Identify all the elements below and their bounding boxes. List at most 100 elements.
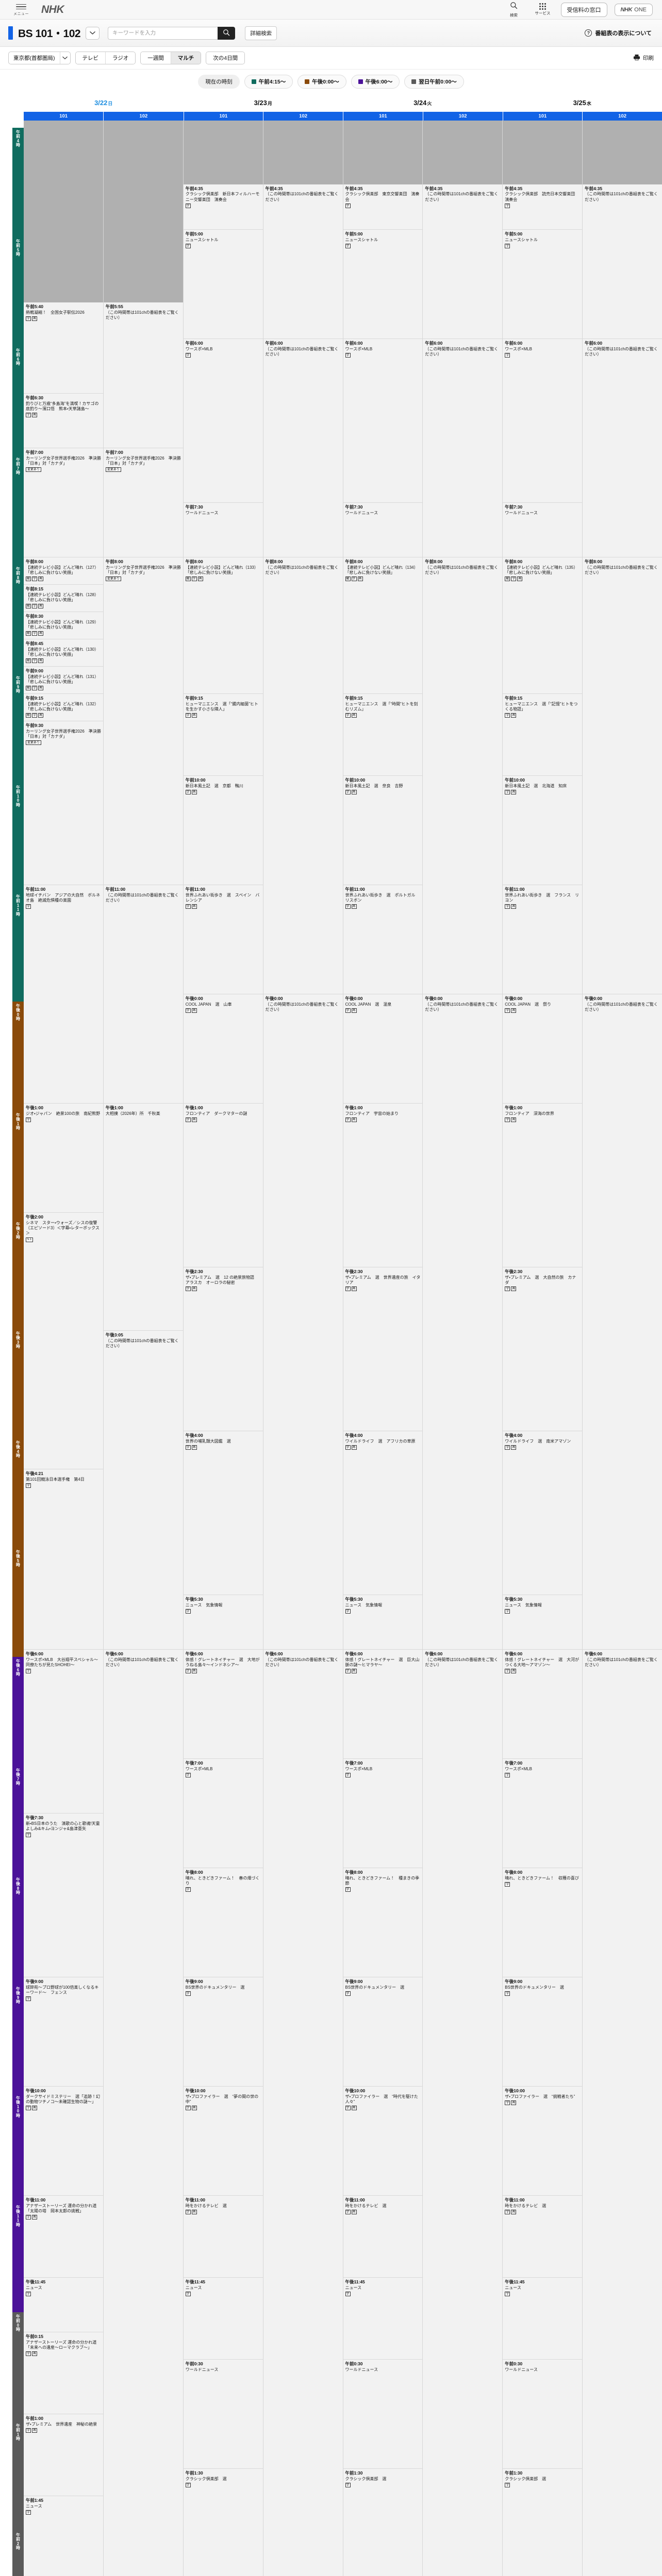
time-jump-2[interactable]: 午後0:00〜 <box>297 75 346 89</box>
program-cell[interactable]: 午前1:30 クラシック倶楽部 選字 <box>183 2469 263 2576</box>
program-cell[interactable]: 午前8:45 【連続テレビ小説】どんど晴れ（130）「悲しみに負けない笑顔」解字再 <box>24 639 103 667</box>
program-cell[interactable]: 午後6:00 体感！グレートネイチャー 選 大地がうねる島々〜インドネシア〜字再 <box>183 1650 263 1759</box>
menu-button[interactable]: メニュー <box>9 3 33 17</box>
program-guide-help-link[interactable]: ? 番組表の表示について <box>585 29 652 37</box>
date-header-2[interactable]: 3/24火 <box>343 95 503 112</box>
channel-header-101[interactable]: 101 <box>183 112 263 121</box>
program-cell[interactable]: 午後9:00 BS世界のドキュメンタリー 選字 <box>183 1977 263 2087</box>
program-cell[interactable]: 午後2:30 ザ・プレミアム 選 12 の絶景旅物語 アラスカ オーロラの秘密字再 <box>183 1267 263 1431</box>
program-cell[interactable]: 午後9:00 球辞苑〜プロ野球が100倍楽しくなるキーワード〜 フェンス字 <box>24 1977 103 2087</box>
program-cell[interactable]: 午後0:00 （この時間帯は101chの番組表をご覧ください） <box>263 994 343 1650</box>
program-cell[interactable]: 午前8:00 【連続テレビ小説】どんど晴れ（134）「悲しみに負けない笑顔」解字再 <box>343 557 423 694</box>
program-cell[interactable]: 午後2:30 ザ・プレミアム 選 世界遺産の旅 イタリア字再 <box>343 1267 423 1431</box>
program-cell[interactable]: 午前6:00 （この時間帯は101chの番組表をご覧ください） <box>423 339 503 557</box>
program-cell[interactable]: 午後4:00 世界の哺乳類大図鑑 選字再 <box>183 1431 263 1595</box>
program-cell[interactable]: 午前6:00 ワースポ×MLB 字 <box>503 339 583 503</box>
program-cell[interactable]: 午後5:30 ニュース 気象情報字 <box>183 1595 263 1650</box>
channel-header-102[interactable]: 102 <box>422 112 503 121</box>
program-cell[interactable]: 午前8:00 【連続テレビ小説】どんど晴れ（127）「悲しみに負けない笑顔」解字再 <box>24 557 103 585</box>
program-cell[interactable]: 午前8:30 【連続テレビ小説】どんど晴れ（129）「悲しみに負けない笑顔」解字再 <box>24 612 103 639</box>
program-cell[interactable]: 午前10:00 新日本風土記 選 京都 鴨川字再 <box>183 776 263 885</box>
nhk-one-button[interactable]: NHK ONE <box>614 3 653 16</box>
program-cell[interactable]: 午前8:00 （この時間帯は101chの番組表をご覧ください） <box>263 557 343 994</box>
program-cell[interactable]: 午後8:00 晴れ、ときどきファーム！ 春の畑づくり字 <box>183 1868 263 1977</box>
media-option-tv[interactable]: テレビ <box>75 52 106 64</box>
program-cell[interactable]: 午後6:00 体感！グレートネイチャー 選 巨大山脈の謎〜ヒマラヤ〜字再 <box>343 1650 423 1759</box>
program-cell[interactable]: 午前11:00 地球イチバン アジアの大自然 ボルネオ島 絶滅危惧種の楽園字 <box>24 885 103 1104</box>
program-cell[interactable]: 午前6:00 （この時間帯は101chの番組表をご覧ください） <box>263 339 343 557</box>
program-cell[interactable]: 午後7:30 新・BS日本のうた 演歌の心と歌魂!天童よしみ&キム・ヨンジャ&島津… <box>24 1814 103 1977</box>
program-cell[interactable]: 午後11:00 アナザーストーリーズ 運命の分かれ道「太陽の塔 岡本太郎の挑戦」字… <box>24 2196 103 2278</box>
program-cell[interactable]: 午後6:00 （この時間帯は101chの番組表をご覧ください） <box>583 1650 662 2576</box>
program-cell[interactable]: 午後7:00 ワースポ×MLB 字 <box>343 1759 423 1868</box>
print-button[interactable]: 印刷 <box>633 54 654 62</box>
date-header-3[interactable]: 3/25水 <box>503 95 662 112</box>
range-option-week[interactable]: 一週間 <box>141 52 171 64</box>
program-cell[interactable]: 午前8:00 【連続テレビ小説】どんど晴れ（133）「悲しみに負けない笑顔」解字再 <box>183 557 263 694</box>
program-cell[interactable]: 午前8:15 【連続テレビ小説】どんど晴れ（128）「悲しみに負けない笑顔」解字再 <box>24 585 103 612</box>
program-cell[interactable]: 午後6:00 （この時間帯は101chの番組表をご覧ください） <box>103 1650 183 2576</box>
program-cell[interactable]: 午後11:00 時をかけるテレビ 選字再 <box>183 2196 263 2278</box>
program-cell[interactable]: 午前5:00 ニュースシャトル字 <box>503 230 583 339</box>
program-cell[interactable]: 午後2:30 ザ・プレミアム 選 大自然の旅 カナダ字再 <box>503 1267 583 1431</box>
program-cell[interactable]: 午前9:30 カーリング女子世界選手権2026 準決勝「日本」対「カナダ」 変更あり <box>24 721 103 885</box>
program-cell[interactable]: 午前0:15 アナザーストーリーズ 運命の分かれ道「未来への遺産〜ローマクラブ〜」… <box>24 2332 103 2414</box>
program-cell[interactable]: 午後6:00 （この時間帯は101chの番組表をご覧ください） <box>423 1650 503 2576</box>
program-cell[interactable]: 午前1:30 クラシック倶楽部 選字 <box>503 2469 583 2576</box>
channel-header-102[interactable]: 102 <box>103 112 184 121</box>
program-cell[interactable]: 午前10:00 新日本風土記 選 奈良 吉野字再 <box>343 776 423 885</box>
program-cell[interactable]: 午後1:00 フロンティア 深海の世界字再 <box>503 1104 583 1267</box>
program-cell[interactable]: 午前0:30 ワールドニュース <box>183 2360 263 2469</box>
channel-header-101[interactable]: 101 <box>343 112 423 121</box>
program-cell[interactable]: 午前7:00 カーリング女子世界選手権2026 準決勝「日本」対「カナダ」 変更あり <box>103 448 183 557</box>
program-cell[interactable]: 午前5:55 （この時間帯は101chの番組表をご覧ください） <box>103 302 183 448</box>
program-cell[interactable]: 午前11:00 （この時間帯は101chの番組表をご覧ください） <box>103 885 183 1104</box>
program-cell[interactable]: 午前6:00 （この時間帯は101chの番組表をご覧ください） <box>583 339 662 557</box>
channel-header-101[interactable]: 101 <box>24 112 104 121</box>
program-cell[interactable]: 午前6:00 ワースポ×MLB 字 <box>183 339 263 503</box>
date-header-0[interactable]: 3/22日 <box>24 95 184 112</box>
program-cell[interactable]: 午前4:35 （この時間帯は101chの番組表をご覧ください） <box>583 184 662 339</box>
program-cell[interactable]: 午後5:30 ニュース 気象情報字 <box>343 1595 423 1650</box>
date-header-1[interactable]: 3/23月 <box>184 95 343 112</box>
program-cell[interactable]: 午前5:00 ニュースシャトル字 <box>183 230 263 339</box>
time-jump-4[interactable]: 翌日午前0:00〜 <box>404 75 464 89</box>
program-cell[interactable]: 午後9:00 BS世界のドキュメンタリー 選字 <box>343 1977 423 2087</box>
channel-header-101[interactable]: 101 <box>502 112 583 121</box>
program-cell[interactable]: 午前9:15 【連続テレビ小説】どんど晴れ（132）「悲しみに負けない笑顔」解字再 <box>24 694 103 721</box>
program-cell[interactable]: 午後1:00 フロンティア 宇宙の始まり字再 <box>343 1104 423 1267</box>
channel-header-102[interactable]: 102 <box>263 112 343 121</box>
program-cell[interactable]: 午後10:00 ザ・プロファイラー 選 “時代を駆けた人々” 字再 <box>343 2087 423 2196</box>
program-cell[interactable]: 午後4:00 ワイルドライフ 選 アフリカの草原字再 <box>343 1431 423 1595</box>
program-cell[interactable]: 午前4:35 （この時間帯は101chの番組表をご覧ください） <box>263 184 343 339</box>
program-cell[interactable]: 午前7:00 カーリング女子世界選手権2026 準決勝「日本」対「カナダ」 変更あり <box>24 448 103 557</box>
program-cell[interactable]: 午前4:35 クラシック倶楽部 新日本フィルハーモニー交響楽団 演奏会字 <box>183 184 263 230</box>
program-cell[interactable]: 午後0:00 （この時間帯は101chの番組表をご覧ください） <box>583 994 662 1650</box>
program-cell[interactable]: 午後4:00 ワイルドライフ 選 南米アマゾン字再 <box>503 1431 583 1595</box>
program-cell[interactable]: 午後7:00 ワースポ×MLB 字 <box>183 1759 263 1868</box>
program-cell[interactable]: 午前9:15 ヒューマニエンス 選「“腸内細菌”ヒトを生かす小さな隣人」字再 <box>183 694 263 776</box>
program-cell[interactable]: 午後11:45 ニュース字 <box>24 2278 103 2332</box>
program-cell[interactable]: 午後8:00 晴れ、ときどきファーム！ 種まきの季節字 <box>343 1868 423 1977</box>
program-cell[interactable]: 午前9:15 ヒューマニエンス 選「“時間”ヒトを刻むリズム」字再 <box>343 694 423 776</box>
area-select[interactable]: 東京都(首都圏局) <box>8 52 71 64</box>
program-cell[interactable]: 午後6:00 （この時間帯は101chの番組表をご覧ください） <box>263 1650 343 2576</box>
program-cell[interactable]: 午後11:45 ニュース字 <box>503 2278 583 2360</box>
next-4-days-button[interactable]: 次の4日間 <box>206 52 245 64</box>
program-cell[interactable]: 午後1:00 大相撲（2026年）所 千秋楽 <box>103 1104 183 1331</box>
program-cell[interactable]: 午前5:40 熱戦凝縮！ 全国女子駅伝2026 字再 <box>24 302 103 394</box>
program-cell[interactable]: 午後1:00 ジオ・ジャパン 絶景100の旅 南紀熊野字 <box>24 1104 103 1213</box>
program-cell[interactable]: 午後9:00 BS世界のドキュメンタリー 選字 <box>503 1977 583 2087</box>
header-search-button[interactable]: 検索 <box>503 2 525 18</box>
program-cell[interactable]: 午後5:30 ニュース 気象情報字 <box>503 1595 583 1650</box>
program-cell[interactable]: 午前9:15 ヒューマニエンス 選「“記憶”ヒトをつくる物語」字再 <box>503 694 583 776</box>
program-cell[interactable]: 午後8:00 晴れ、ときどきファーム！ 収穫の喜び字 <box>503 1868 583 1977</box>
program-cell[interactable]: 午前8:00 （この時間帯は101chの番組表をご覧ください） <box>423 557 503 994</box>
search-input[interactable] <box>108 26 218 40</box>
program-cell[interactable]: 午前1:30 クラシック倶楽部 選字 <box>343 2469 423 2576</box>
program-cell[interactable]: 午後11:45 ニュース字 <box>183 2278 263 2360</box>
program-cell[interactable]: 午前8:00 【連続テレビ小説】どんど晴れ（135）「悲しみに負けない笑顔」解字再 <box>503 557 583 694</box>
program-cell[interactable]: 午後10:00 ザ・プロファイラー 選 “挑戦者たち” 字再 <box>503 2087 583 2196</box>
advanced-search-button[interactable]: 詳細検索 <box>245 26 277 40</box>
program-cell[interactable]: 午前7:30 ワールドニュース <box>183 503 263 557</box>
